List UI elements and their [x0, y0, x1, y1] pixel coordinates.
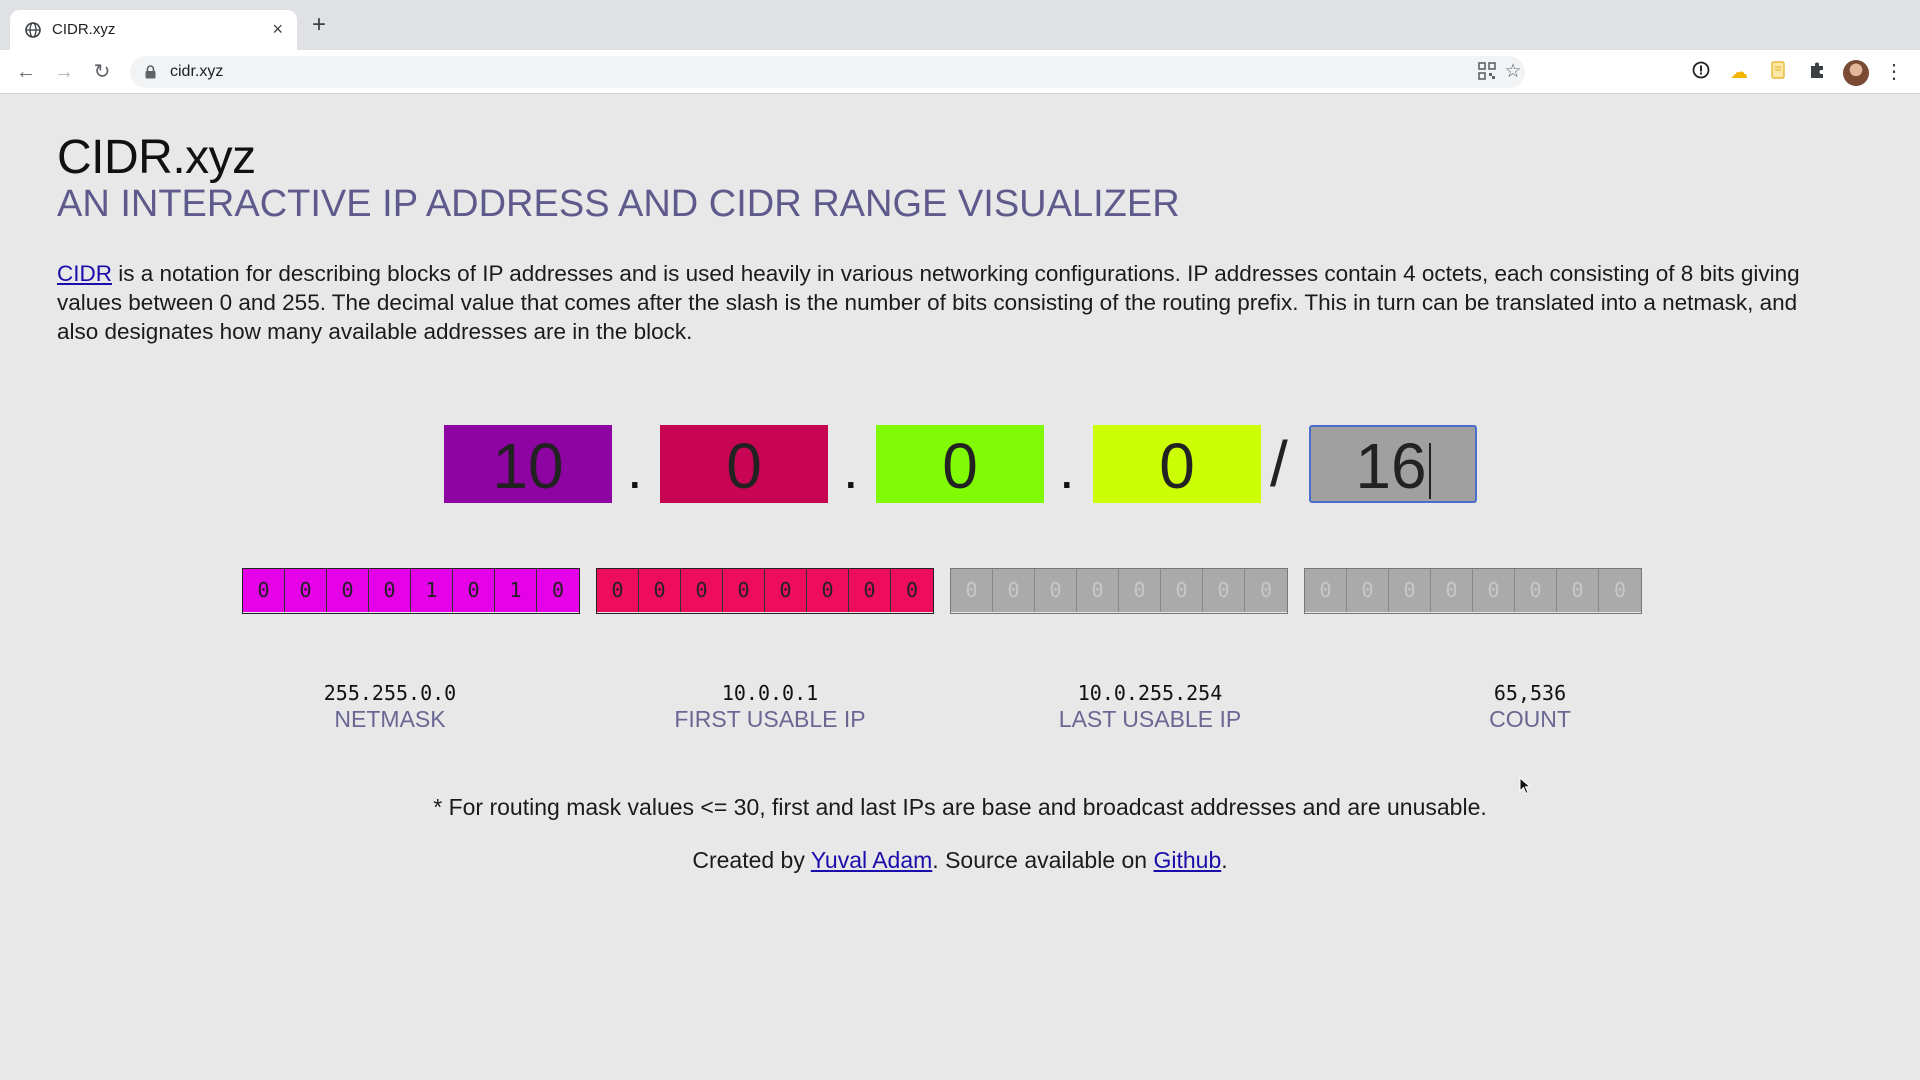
- bit-cell[interactable]: 0: [723, 569, 765, 612]
- bit-cell[interactable]: 0: [1557, 569, 1599, 612]
- first-ip-stat: 10.0.0.1 FIRST USABLE IP: [620, 680, 920, 732]
- octet-2-input[interactable]: 0: [660, 425, 828, 503]
- bit-cell[interactable]: 0: [849, 569, 891, 612]
- text-caret: [1428, 443, 1431, 500]
- bit-cell[interactable]: 0: [681, 569, 723, 612]
- netmask-value: 255.255.0.0: [323, 681, 457, 705]
- bit-cell[interactable]: 0: [1035, 569, 1077, 612]
- bit-cell[interactable]: 0: [993, 569, 1035, 612]
- globe-icon: [25, 22, 41, 38]
- bit-cell[interactable]: 0: [951, 569, 993, 612]
- octet-separator: .: [1059, 437, 1075, 500]
- octet-1-input[interactable]: 10: [444, 425, 612, 503]
- bit-cell[interactable]: 1: [495, 569, 537, 612]
- count-value: 65,536: [1493, 681, 1567, 705]
- first-ip-value: 10.0.0.1: [721, 681, 819, 705]
- octet-4-input[interactable]: 0: [1093, 425, 1261, 503]
- netmask-label: NETMASK: [334, 706, 446, 732]
- page-title: CIDR.xyz: [57, 131, 256, 184]
- octet-3-input[interactable]: 0: [876, 425, 1044, 503]
- bookmark-star-icon[interactable]: ☆: [1504, 61, 1522, 82]
- unusable-note: * For routing mask values <= 30, first a…: [433, 794, 1487, 820]
- credits-end: .: [1221, 847, 1228, 873]
- bit-cell[interactable]: 0: [537, 569, 579, 612]
- octet-4-value: 0: [1159, 430, 1195, 502]
- notes-extension-icon[interactable]: [1767, 61, 1789, 83]
- octet-separator: .: [627, 437, 643, 500]
- bit-cell[interactable]: 0: [243, 569, 285, 612]
- lock-icon: [145, 65, 156, 79]
- bit-cell[interactable]: 0: [807, 569, 849, 612]
- github-link[interactable]: Github: [1153, 847, 1222, 873]
- profile-avatar[interactable]: [1843, 60, 1869, 86]
- bit-cell[interactable]: 0: [1161, 569, 1203, 612]
- bit-cell[interactable]: 0: [453, 569, 495, 612]
- address-bar[interactable]: cidr.xyz ☆: [130, 56, 1525, 88]
- bit-cell[interactable]: 0: [1473, 569, 1515, 612]
- forward-arrow-icon[interactable]: →: [54, 61, 74, 83]
- count-stat: 65,536 COUNT: [1380, 680, 1680, 732]
- browser-tab[interactable]: CIDR.xyz ×: [10, 10, 297, 50]
- bit-cell[interactable]: 0: [1245, 569, 1287, 612]
- tab-title: CIDR.xyz: [52, 21, 116, 38]
- bit-cell[interactable]: 0: [285, 569, 327, 612]
- bit-cell[interactable]: 0: [1203, 569, 1245, 612]
- description-paragraph: CIDR is a notation for describing blocks…: [57, 259, 1807, 346]
- source-text: . Source available on: [932, 847, 1154, 873]
- octet-separator: .: [843, 437, 859, 500]
- bit-cell[interactable]: 0: [1347, 569, 1389, 612]
- netmask-stat: 255.255.0.0 NETMASK: [240, 680, 540, 732]
- credits-prefix: Created by: [692, 847, 811, 873]
- bit-cell[interactable]: 1: [411, 569, 453, 612]
- bit-cell[interactable]: 0: [639, 569, 681, 612]
- bit-cell[interactable]: 0: [1389, 569, 1431, 612]
- credits-line: Created by Yuval Adam. Source available …: [0, 847, 1920, 874]
- octet-3-value: 0: [942, 430, 978, 502]
- qr-code-icon[interactable]: [1477, 62, 1497, 82]
- url-text[interactable]: cidr.xyz: [170, 63, 224, 80]
- bit-cell[interactable]: 0: [1077, 569, 1119, 612]
- last-ip-stat: 10.0.255.254 LAST USABLE IP: [1000, 680, 1300, 732]
- page-subtitle: AN INTERACTIVE IP ADDRESS AND CIDR RANGE…: [57, 183, 1180, 225]
- bit-cell[interactable]: 0: [891, 569, 933, 612]
- last-ip-value: 10.0.255.254: [1077, 681, 1223, 705]
- last-ip-label: LAST USABLE IP: [1058, 706, 1242, 732]
- cloud-extension-icon[interactable]: ☁: [1730, 62, 1748, 82]
- back-arrow-icon[interactable]: ←: [16, 61, 36, 83]
- password-manager-icon[interactable]: [1690, 61, 1712, 83]
- first-ip-label: FIRST USABLE IP: [674, 706, 866, 732]
- cidr-link[interactable]: CIDR: [57, 261, 112, 286]
- extensions-puzzle-icon[interactable]: [1806, 61, 1828, 83]
- bit-cell[interactable]: 0: [1305, 569, 1347, 612]
- kebab-menu-icon[interactable]: ⋮: [1884, 61, 1904, 83]
- count-label: COUNT: [1489, 706, 1571, 732]
- close-tab-icon[interactable]: ×: [272, 19, 283, 39]
- octet-2-value: 0: [726, 430, 762, 502]
- bit-cell[interactable]: 0: [1515, 569, 1557, 612]
- bit-cell[interactable]: 0: [597, 569, 639, 612]
- bit-cell[interactable]: 0: [1599, 569, 1641, 612]
- browser-tab-bar: CIDR.xyz × +: [0, 0, 1920, 50]
- reload-icon[interactable]: ↻: [93, 61, 111, 83]
- bit-cell[interactable]: 0: [327, 569, 369, 612]
- bit-cell[interactable]: 0: [765, 569, 807, 612]
- author-link[interactable]: Yuval Adam: [810, 847, 933, 873]
- page-content: CIDR.xyz AN INTERACTIVE IP ADDRESS AND C…: [0, 95, 1920, 1080]
- routing-mask-input[interactable]: 16: [1309, 425, 1477, 503]
- browser-toolbar: ← → ↻ cidr.xyz ☆ ☁ ⋮: [0, 50, 1920, 94]
- bit-cell[interactable]: 0: [1431, 569, 1473, 612]
- bit-cell[interactable]: 0: [1119, 569, 1161, 612]
- new-tab-button[interactable]: +: [312, 11, 327, 38]
- bit-cell[interactable]: 0: [369, 569, 411, 612]
- octet-1-value: 10: [492, 430, 564, 502]
- mask-slash: /: [1270, 428, 1288, 500]
- mouse-cursor-icon: [1519, 777, 1531, 795]
- routing-mask-value: 16: [1355, 430, 1427, 502]
- description-text: is a notation for describing blocks of I…: [57, 261, 1800, 344]
